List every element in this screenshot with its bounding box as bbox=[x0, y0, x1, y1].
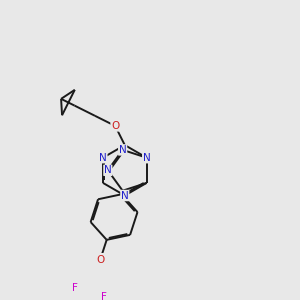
Text: N: N bbox=[119, 145, 127, 155]
Text: N: N bbox=[104, 165, 112, 175]
Text: N: N bbox=[99, 153, 107, 163]
Text: O: O bbox=[111, 121, 119, 131]
Text: F: F bbox=[101, 292, 107, 300]
Text: N: N bbox=[121, 190, 129, 200]
Text: N: N bbox=[143, 153, 151, 163]
Text: F: F bbox=[72, 283, 78, 293]
Text: O: O bbox=[96, 255, 104, 265]
